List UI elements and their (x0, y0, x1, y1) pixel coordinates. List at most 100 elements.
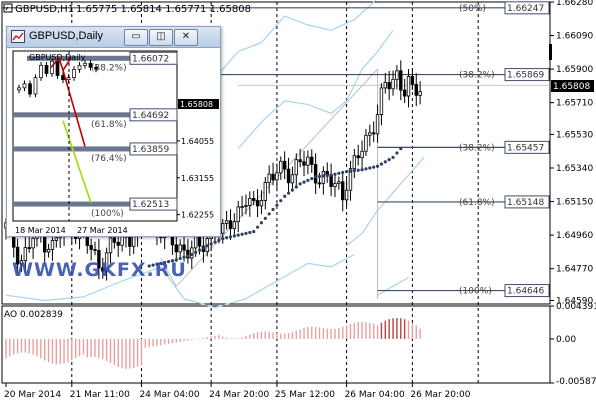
bear-candle (128, 236, 132, 247)
psar-dot (166, 260, 171, 264)
time-tick-label: 25 Mar 12:00 (275, 390, 335, 400)
fib-price-label: 1.65869 (507, 71, 544, 81)
bull-candle (120, 235, 124, 246)
psar-dot (337, 171, 341, 175)
daily-fib-pct-label: (38.2%) (91, 63, 127, 73)
psar-dot (341, 170, 345, 175)
fib-pct-label: (100%) (459, 287, 492, 297)
psar-dot (174, 258, 178, 262)
bear-candle (27, 247, 31, 249)
daily-chart[interactable]: 1.66072 (38.2%) 1.64692 (61.8%) 1.63859 (76.4… (7, 48, 220, 236)
bull-candle (267, 173, 271, 183)
daily-bear-candle (28, 83, 32, 95)
fibonacci-levels: 1.66247 (50%) 1.65869 (38.2%) 1.65457 (38.2%)… (2, 1, 550, 298)
daily-fib-pct-label: (76.4%) (91, 154, 127, 164)
price-chart-icon-line (5, 6, 9, 11)
psar-dot (252, 229, 256, 234)
bull-candle (240, 206, 244, 209)
psar-dot (244, 231, 248, 235)
daily-time-tick-label: 18 Mar 2014 (15, 226, 66, 235)
psar-dot (151, 263, 155, 267)
psar-dot (217, 238, 221, 243)
bear-candle (97, 249, 101, 269)
daily-red-trend-line (50, 56, 72, 73)
watermark: WWW.GKFX.RU (12, 259, 187, 281)
daily-bull-candle (39, 64, 43, 78)
time-axis: 20 Mar 2014 21 Mar 11:00 24 Mar 04:00 24 Ma… (4, 383, 471, 400)
current-price-tag: 1.65808 (551, 80, 594, 92)
psar-dot (279, 199, 283, 203)
bull-candle (395, 70, 399, 80)
ao-tick-label: 0.004391 (556, 302, 596, 312)
bear-candle (286, 168, 291, 184)
bull-candle (352, 155, 357, 170)
envelope-band-line (5, 253, 355, 309)
ao-label: AO 0.002839 (4, 310, 63, 320)
chart-shift-marker[interactable] (549, 44, 552, 60)
daily-bull-candle (17, 87, 21, 91)
price-tick-label: 1.65530 (556, 130, 593, 140)
daily-fib-pct-label: (100%) (91, 209, 124, 219)
psar-dot (232, 234, 236, 238)
psar-dot (178, 256, 182, 261)
psar-dot (170, 259, 175, 263)
bear-candle (402, 89, 407, 97)
bull-candle (193, 235, 198, 249)
daily-window-titlebar[interactable]: GBPUSD,Daily ▭ ◫ ✕ (7, 27, 220, 48)
daily-green-trend-line (62, 120, 92, 204)
ao-axis: 0.004391 0.00 -0.005878 (550, 302, 596, 387)
psar-dot (182, 255, 186, 259)
psar-dot (190, 252, 194, 257)
bear-candle (302, 161, 306, 166)
price-tick-label: 1.65340 (556, 164, 593, 174)
psar-dot (186, 254, 190, 258)
ao-tick-label: 0.00 (556, 335, 576, 345)
bull-candle (224, 220, 229, 224)
psar-dot (317, 174, 322, 179)
bear-candle (112, 237, 117, 243)
price-tick-label: 1.66280 (556, 0, 593, 8)
psar-dot (395, 151, 399, 155)
bear-candle (271, 173, 275, 181)
close-button[interactable]: ✕ (174, 29, 198, 46)
fib-price-label: 1.65457 (507, 143, 544, 153)
daily-bear-candle (44, 64, 49, 74)
current-price-label: 1.65808 (553, 82, 590, 92)
ao-pane-frame (1, 305, 551, 384)
psar-dot (205, 244, 209, 248)
bear-candle (356, 155, 360, 159)
bull-candle (236, 206, 240, 223)
bull-candle (306, 156, 310, 166)
bear-candle (310, 156, 314, 165)
bull-candle (360, 150, 364, 159)
bull-candle (31, 237, 35, 249)
fib-price-label: 1.66247 (507, 4, 544, 14)
bear-candle (371, 132, 376, 135)
bull-candle (259, 200, 264, 207)
psar-dot (368, 166, 372, 170)
bull-candle (418, 91, 422, 96)
price-tick-label: 1.65150 (556, 198, 593, 208)
daily-fib-pct-label: (61.8%) (91, 120, 127, 130)
psar-dot (294, 185, 298, 189)
daily-fib-bar (27, 55, 172, 61)
daily-price-tick-label: 1.62255 (181, 211, 214, 220)
price-tick-label: 1.64590 (556, 296, 593, 306)
chart-header: GBPUSD,H1 1.65775 1.65814 1.65771 1.6580… (3, 3, 251, 15)
daily-bull-candle (33, 77, 38, 95)
daily-time-tick-label: 27 Mar 2014 (77, 226, 128, 235)
psar-dot (221, 237, 225, 241)
psar-dot (383, 160, 387, 164)
restore-button[interactable]: ◫ (149, 29, 173, 46)
bear-candle (317, 182, 322, 185)
psar-dot (163, 260, 167, 265)
fib-pct-label: (61.8%) (459, 198, 495, 208)
minimize-button[interactable]: ▭ (124, 29, 148, 46)
bear-candle (341, 181, 345, 201)
psar-dot (147, 264, 151, 268)
psar-dot (399, 146, 403, 151)
psar-dot (364, 167, 368, 171)
psar-dot (387, 158, 391, 162)
daily-chart-window[interactable]: GBPUSD,Daily ▭ ◫ ✕ 1.66072 (38.2%) 1.64692… (6, 26, 221, 237)
